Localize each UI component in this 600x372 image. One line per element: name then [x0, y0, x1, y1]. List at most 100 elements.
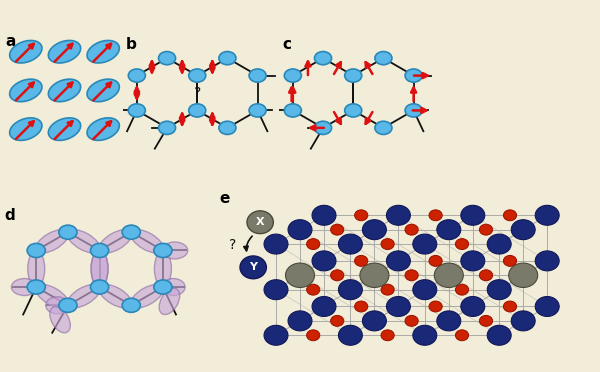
- Ellipse shape: [487, 234, 511, 254]
- Ellipse shape: [91, 250, 108, 287]
- Ellipse shape: [87, 118, 119, 140]
- Ellipse shape: [307, 284, 320, 295]
- Ellipse shape: [288, 220, 312, 240]
- Ellipse shape: [188, 104, 206, 117]
- Ellipse shape: [240, 256, 266, 279]
- Ellipse shape: [405, 224, 418, 235]
- Text: e: e: [220, 191, 230, 206]
- Text: ?: ?: [194, 86, 201, 100]
- Ellipse shape: [314, 121, 332, 134]
- Ellipse shape: [284, 104, 301, 117]
- Ellipse shape: [535, 205, 559, 225]
- Ellipse shape: [455, 284, 469, 295]
- Ellipse shape: [509, 263, 538, 288]
- Ellipse shape: [49, 79, 80, 102]
- Ellipse shape: [288, 311, 312, 331]
- Ellipse shape: [161, 279, 185, 295]
- Ellipse shape: [331, 315, 344, 326]
- Ellipse shape: [381, 330, 394, 341]
- Ellipse shape: [10, 41, 42, 63]
- Ellipse shape: [91, 250, 108, 287]
- Ellipse shape: [99, 285, 132, 308]
- Ellipse shape: [284, 69, 301, 82]
- Ellipse shape: [312, 205, 336, 225]
- Ellipse shape: [535, 296, 559, 317]
- Ellipse shape: [455, 330, 469, 341]
- Ellipse shape: [154, 250, 172, 287]
- Ellipse shape: [91, 243, 109, 257]
- Text: b: b: [126, 37, 137, 52]
- Ellipse shape: [479, 270, 493, 281]
- Ellipse shape: [413, 280, 437, 300]
- Ellipse shape: [487, 325, 511, 345]
- Ellipse shape: [249, 69, 266, 82]
- Ellipse shape: [455, 238, 469, 250]
- Ellipse shape: [413, 234, 437, 254]
- Ellipse shape: [355, 256, 368, 266]
- Ellipse shape: [10, 118, 42, 140]
- Ellipse shape: [375, 52, 392, 65]
- Ellipse shape: [307, 330, 320, 341]
- Ellipse shape: [49, 41, 80, 63]
- Text: d: d: [4, 208, 15, 223]
- Ellipse shape: [479, 315, 493, 326]
- Ellipse shape: [49, 118, 80, 140]
- Ellipse shape: [487, 280, 511, 300]
- Ellipse shape: [219, 121, 236, 134]
- Ellipse shape: [188, 69, 206, 82]
- Ellipse shape: [128, 104, 145, 117]
- Ellipse shape: [429, 301, 442, 312]
- Ellipse shape: [386, 296, 410, 317]
- Ellipse shape: [46, 297, 69, 314]
- Ellipse shape: [479, 224, 493, 235]
- Ellipse shape: [503, 301, 517, 312]
- Ellipse shape: [437, 220, 461, 240]
- Ellipse shape: [535, 251, 559, 271]
- Ellipse shape: [413, 325, 437, 345]
- Ellipse shape: [461, 251, 485, 271]
- Ellipse shape: [27, 243, 46, 257]
- Ellipse shape: [87, 41, 119, 63]
- Ellipse shape: [27, 280, 46, 294]
- Ellipse shape: [11, 279, 38, 295]
- Ellipse shape: [128, 69, 145, 82]
- Ellipse shape: [87, 79, 119, 102]
- Ellipse shape: [344, 69, 362, 82]
- Ellipse shape: [381, 284, 394, 295]
- Ellipse shape: [360, 263, 389, 288]
- Ellipse shape: [511, 220, 535, 240]
- Ellipse shape: [338, 280, 362, 300]
- Ellipse shape: [99, 230, 132, 253]
- Ellipse shape: [131, 230, 163, 253]
- Ellipse shape: [158, 121, 176, 134]
- Ellipse shape: [67, 230, 100, 253]
- Ellipse shape: [344, 104, 362, 117]
- Ellipse shape: [264, 280, 288, 300]
- Ellipse shape: [122, 225, 140, 239]
- Ellipse shape: [159, 288, 180, 315]
- Ellipse shape: [28, 250, 45, 287]
- Ellipse shape: [375, 121, 392, 134]
- Ellipse shape: [331, 270, 344, 281]
- Ellipse shape: [355, 301, 368, 312]
- Ellipse shape: [314, 52, 332, 65]
- Ellipse shape: [355, 210, 368, 221]
- Ellipse shape: [307, 238, 320, 250]
- Ellipse shape: [219, 52, 236, 65]
- Text: a: a: [5, 33, 16, 49]
- Ellipse shape: [286, 263, 314, 288]
- Ellipse shape: [50, 307, 70, 333]
- Ellipse shape: [429, 210, 442, 221]
- Ellipse shape: [405, 270, 418, 281]
- Text: X: X: [256, 217, 265, 227]
- Ellipse shape: [91, 280, 109, 294]
- Ellipse shape: [10, 79, 42, 102]
- Ellipse shape: [249, 104, 266, 117]
- Ellipse shape: [35, 230, 68, 253]
- Ellipse shape: [362, 220, 386, 240]
- Ellipse shape: [154, 243, 172, 257]
- Ellipse shape: [362, 311, 386, 331]
- Ellipse shape: [67, 285, 100, 308]
- Ellipse shape: [511, 311, 535, 331]
- Text: c: c: [282, 37, 291, 52]
